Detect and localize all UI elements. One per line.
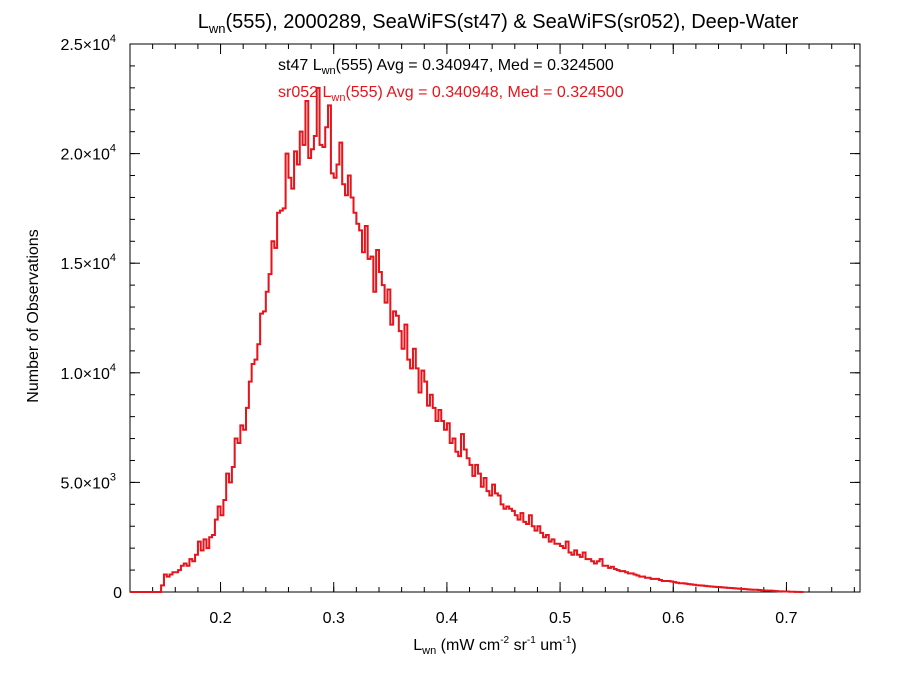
x-axis-label: Lwn (mW cm-2 sr-1 um-1) [413, 635, 576, 657]
x-axis-label-sup2: -1 [527, 635, 536, 646]
histogram-series-st47 [130, 87, 804, 593]
chart-title-rest: (555), 2000289, SeaWiFS(st47) & SeaWiFS(… [225, 11, 798, 33]
legend-st47-rest: (555) Avg = 0.340947, Med = 0.324500 [336, 57, 614, 74]
y-tick-label: 2.5×104 [60, 33, 116, 54]
chart-title: Lwn(555), 2000289, SeaWiFS(st47) & SeaWi… [198, 11, 799, 36]
x-axis-label-prefix: L [413, 637, 422, 654]
y-tick-label: 1.5×104 [60, 252, 116, 273]
histogram-series-sr052 [130, 86, 804, 593]
legend-sr052: sr052 Lwn(555) Avg = 0.340948, Med = 0.3… [278, 84, 624, 104]
legend-sr052-rest: (555) Avg = 0.340948, Med = 0.324500 [345, 84, 623, 101]
legend-st47-prefix: st47 L [278, 57, 322, 74]
x-axis-label-p4: ) [571, 637, 576, 654]
y-axis-label: Number of Observations [25, 229, 42, 402]
y-tick-label: 0 [113, 585, 122, 602]
legend-sr052-sub: wn [330, 92, 345, 104]
x-tick-label: 0.6 [662, 610, 684, 627]
x-tick-label: 0.7 [775, 610, 797, 627]
x-axis-label-p3: um [536, 637, 563, 654]
histogram-bars-layer [130, 86, 804, 593]
chart-title-sub: wn [208, 21, 226, 36]
legend-st47: st47 Lwn(555) Avg = 0.340947, Med = 0.32… [278, 57, 614, 77]
x-axis-label-sup1: -2 [500, 635, 509, 646]
plot-frame [129, 43, 861, 593]
y-tick-label: 5.0×103 [60, 471, 116, 492]
plot-frame-layer: 0.2 0.3 0.4 0.5 0.6 0.7 0 5.0×103 1.0×104 1.5×104… [60, 33, 861, 627]
x-tick-label: 0.4 [436, 610, 458, 627]
x-axis-label-sup3: -1 [562, 635, 571, 646]
y-tick-label: 1.0×104 [60, 362, 116, 383]
x-tick-label: 0.3 [323, 610, 345, 627]
x-axis-label-p2: sr [509, 637, 527, 654]
legend-sr052-prefix: sr052 L [278, 84, 331, 101]
legend-st47-sub: wn [321, 65, 336, 77]
x-tick-label: 0.5 [549, 610, 571, 627]
y-tick-label: 2.0×104 [60, 143, 116, 164]
x-tick-label: 0.2 [209, 610, 231, 627]
x-axis-label-p1: (mW cm [436, 637, 500, 654]
chart-title-prefix: L [198, 11, 209, 33]
x-axis-label-sub: wn [421, 645, 436, 657]
